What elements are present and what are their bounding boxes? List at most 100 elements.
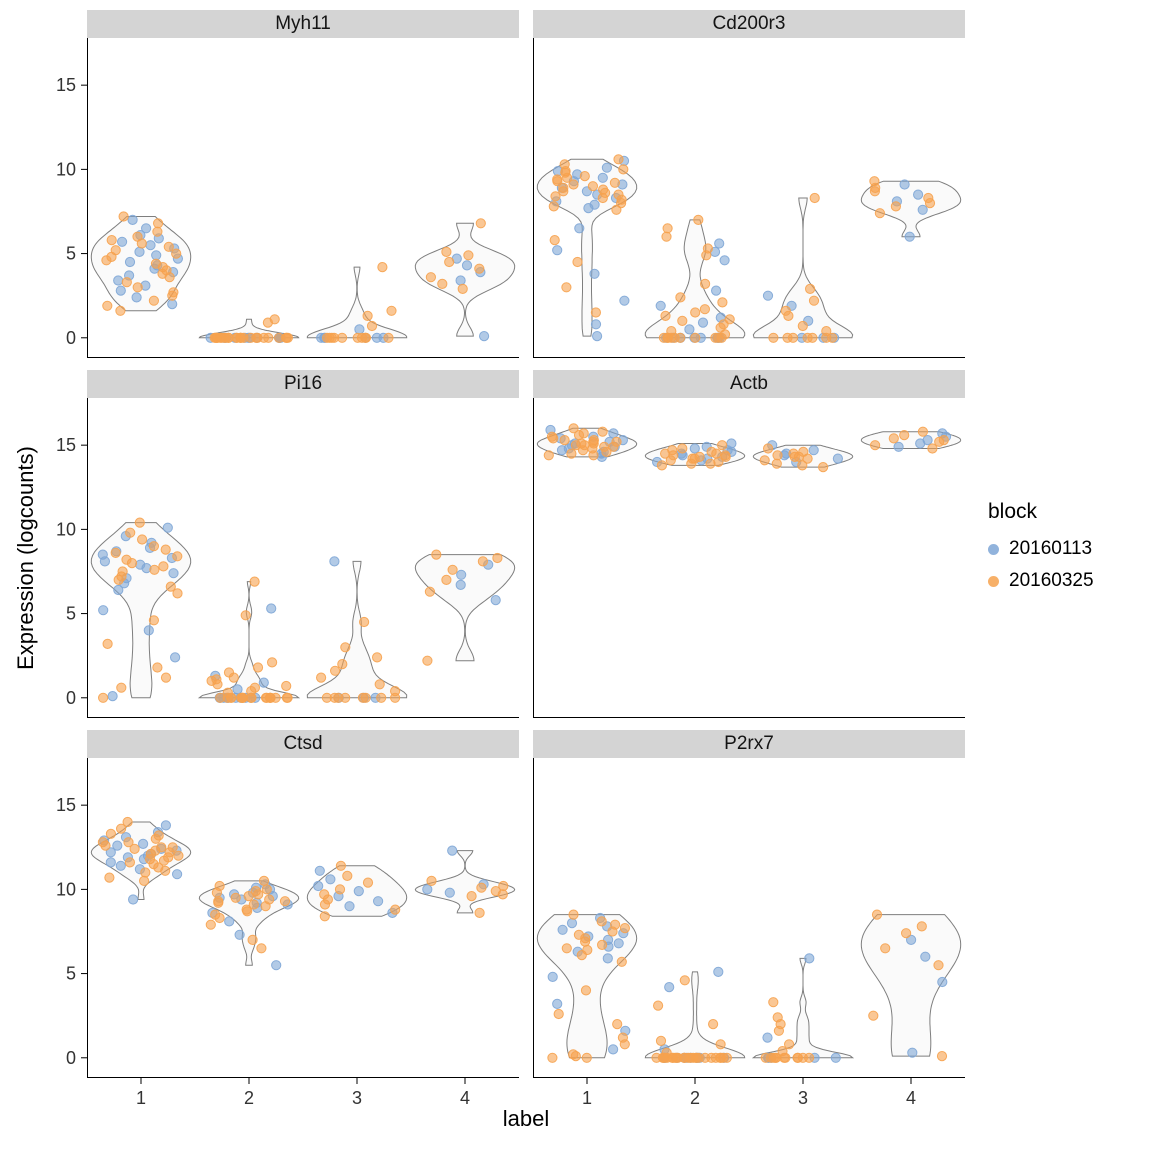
data-point bbox=[768, 997, 779, 1008]
violin-Cd200r3-4 bbox=[860, 180, 962, 238]
data-point bbox=[475, 218, 486, 229]
legend-item-20160325: 20160325 bbox=[988, 570, 1094, 592]
data-point bbox=[279, 896, 291, 907]
data-point bbox=[143, 625, 154, 636]
data-point bbox=[281, 680, 292, 692]
data-point bbox=[808, 445, 819, 456]
facet-Actb: Actb bbox=[533, 370, 965, 718]
data-point bbox=[455, 579, 466, 590]
data-point bbox=[230, 892, 241, 903]
data-point bbox=[619, 1039, 630, 1050]
y-tick-label: 0 bbox=[66, 1048, 76, 1068]
data-point bbox=[137, 534, 148, 545]
data-point bbox=[163, 241, 174, 252]
data-point bbox=[699, 304, 710, 315]
data-point bbox=[913, 189, 924, 200]
data-point bbox=[601, 446, 612, 458]
data-point bbox=[162, 522, 173, 533]
violin-Cd200r3-1 bbox=[536, 158, 638, 337]
data-point bbox=[371, 332, 382, 343]
data-point bbox=[124, 857, 136, 868]
data-point bbox=[797, 460, 808, 471]
data-point bbox=[661, 231, 672, 242]
data-point bbox=[893, 441, 904, 452]
data-point bbox=[281, 332, 292, 343]
data-point bbox=[252, 662, 264, 673]
data-point bbox=[168, 568, 179, 579]
data-point bbox=[325, 874, 336, 885]
data-point bbox=[112, 840, 123, 851]
data-point bbox=[223, 332, 234, 343]
data-point bbox=[901, 928, 912, 939]
data-point bbox=[431, 549, 442, 560]
legend: block 20160113 20160325 bbox=[988, 500, 1094, 602]
data-point bbox=[608, 441, 619, 452]
data-point bbox=[322, 332, 333, 343]
data-point bbox=[613, 938, 624, 949]
data-point bbox=[715, 1039, 726, 1050]
data-point bbox=[158, 561, 169, 572]
data-point bbox=[607, 926, 618, 937]
data-point bbox=[576, 950, 587, 961]
data-point bbox=[768, 332, 779, 343]
data-point bbox=[711, 285, 722, 296]
data-point bbox=[211, 887, 222, 898]
data-point bbox=[362, 877, 374, 888]
data-point bbox=[613, 154, 624, 165]
data-point bbox=[113, 574, 124, 585]
data-point bbox=[205, 919, 216, 930]
data-point bbox=[149, 564, 160, 575]
data-point bbox=[686, 458, 697, 469]
data-point bbox=[581, 1052, 592, 1063]
data-point bbox=[713, 966, 724, 977]
data-point bbox=[115, 305, 126, 316]
data-point bbox=[936, 1051, 948, 1062]
data-point bbox=[171, 248, 182, 259]
data-point bbox=[771, 458, 782, 469]
data-point bbox=[165, 581, 176, 592]
data-point bbox=[477, 556, 488, 567]
data-point bbox=[762, 290, 774, 301]
legend-item-20160113: 20160113 bbox=[988, 538, 1094, 560]
data-point bbox=[784, 1039, 795, 1050]
data-point bbox=[490, 595, 501, 606]
data-point bbox=[170, 652, 181, 663]
data-point bbox=[558, 186, 569, 197]
data-point bbox=[422, 655, 433, 666]
data-point bbox=[553, 1008, 564, 1020]
data-point bbox=[132, 282, 143, 293]
data-point bbox=[138, 838, 149, 850]
axis-lines bbox=[533, 398, 965, 718]
data-point bbox=[802, 332, 813, 343]
data-point bbox=[568, 909, 579, 920]
data-point bbox=[580, 936, 591, 947]
legend-title: block bbox=[988, 500, 1038, 523]
data-point bbox=[152, 662, 163, 673]
data-point bbox=[115, 285, 126, 296]
legend-label: 20160113 bbox=[1009, 538, 1093, 559]
data-point bbox=[236, 692, 247, 703]
data-point bbox=[601, 162, 613, 173]
data-point bbox=[920, 951, 931, 962]
data-point bbox=[271, 960, 282, 971]
data-point bbox=[693, 1052, 704, 1063]
data-point bbox=[915, 438, 926, 449]
data-point bbox=[160, 820, 172, 831]
data-point bbox=[717, 440, 728, 451]
data-point bbox=[689, 443, 700, 454]
data-point bbox=[597, 939, 608, 950]
data-point bbox=[437, 278, 448, 289]
data-point bbox=[772, 1012, 783, 1023]
x-tick-label: 1 bbox=[136, 1088, 146, 1108]
data-point bbox=[148, 615, 160, 626]
data-point bbox=[808, 295, 820, 306]
data-point bbox=[655, 300, 666, 311]
data-point bbox=[466, 891, 477, 902]
axis-lines bbox=[533, 758, 965, 1078]
data-point bbox=[917, 204, 928, 215]
data-point bbox=[173, 850, 184, 861]
data-point bbox=[335, 860, 346, 871]
facet-strip: Actb bbox=[533, 370, 965, 398]
data-point bbox=[240, 610, 251, 621]
data-point bbox=[797, 320, 808, 332]
